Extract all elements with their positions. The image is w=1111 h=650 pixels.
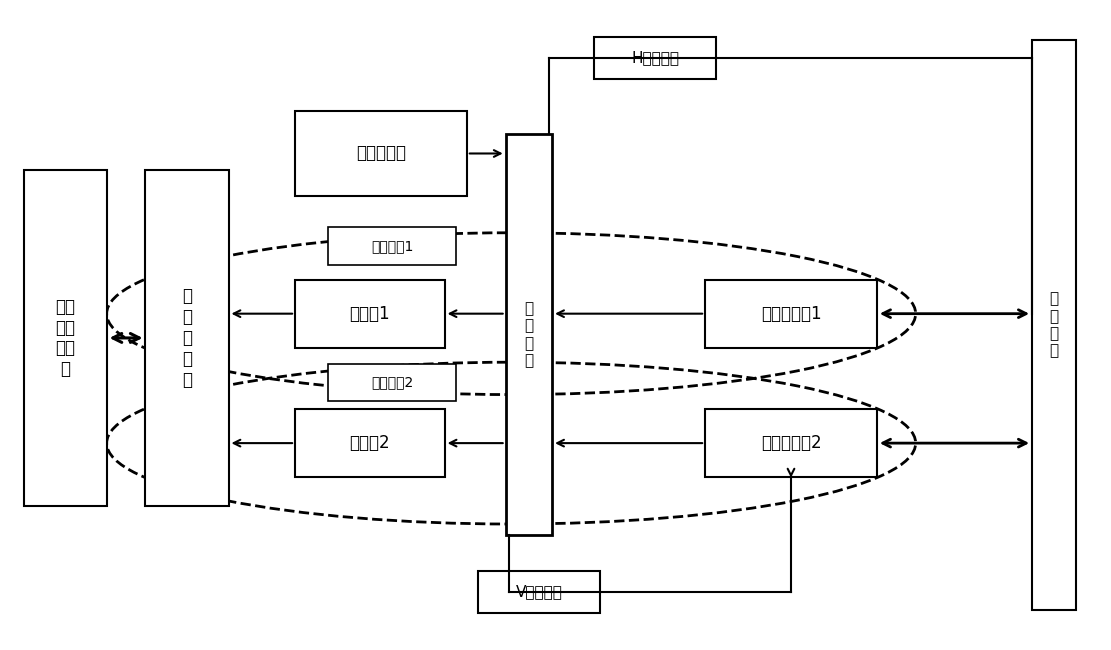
Bar (329, 364, 456, 401)
Text: 数
据
形
成
器: 数 据 形 成 器 (182, 287, 192, 389)
Bar (296, 409, 444, 477)
Bar (23, 170, 107, 506)
Text: 驱动放大器2: 驱动放大器2 (761, 434, 821, 452)
Text: 波
导
天
线: 波 导 天 线 (1050, 291, 1059, 359)
Bar (594, 37, 717, 79)
Bar (478, 571, 600, 613)
Bar (705, 280, 877, 348)
Bar (296, 280, 444, 348)
Text: 接收机1: 接收机1 (350, 305, 390, 322)
Text: 驱动放大器1: 驱动放大器1 (761, 305, 821, 322)
Text: 接收机2: 接收机2 (350, 434, 390, 452)
Text: 微
波
组
合: 微 波 组 合 (524, 301, 533, 369)
Text: 接收通道1: 接收通道1 (371, 239, 413, 253)
Bar (506, 134, 552, 536)
Text: H极化发射: H极化发射 (631, 51, 679, 66)
Bar (329, 227, 456, 265)
Text: 接收通道2: 接收通道2 (371, 376, 413, 389)
Bar (1032, 40, 1077, 610)
Bar (146, 170, 229, 506)
Text: 调频信号源: 调频信号源 (356, 144, 406, 162)
Bar (705, 409, 877, 477)
Text: V极化发射: V极化发射 (516, 584, 562, 599)
Bar (296, 111, 467, 196)
Text: 多通
道记
录设
备: 多通 道记 录设 备 (56, 298, 76, 378)
